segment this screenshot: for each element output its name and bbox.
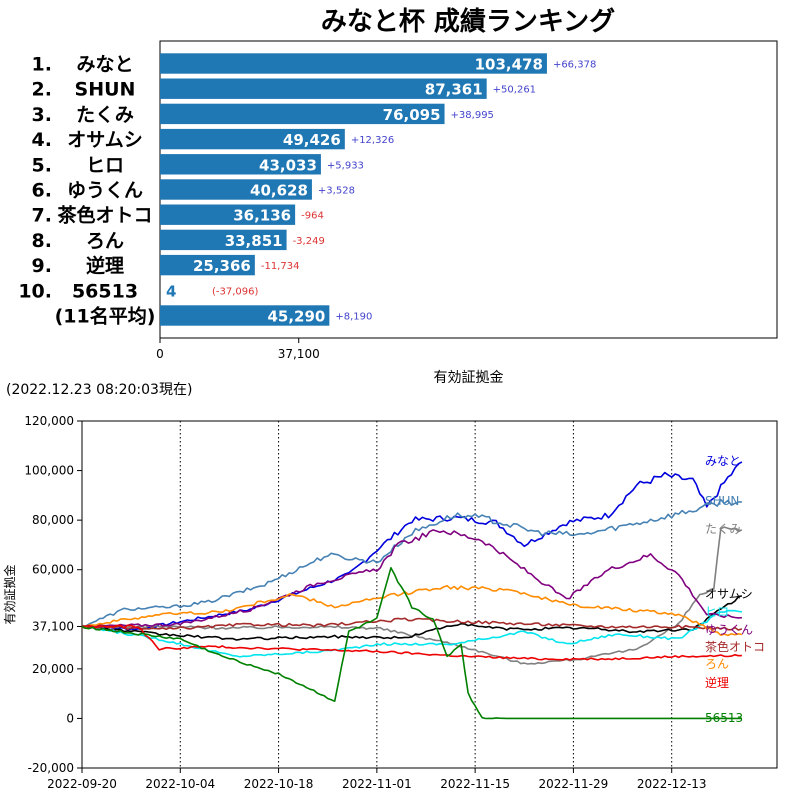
- line-y-tick-label: 37,100: [32, 619, 74, 633]
- bar: [160, 103, 445, 125]
- series-line: [82, 461, 743, 631]
- bar-delta-label: +8,190: [335, 312, 372, 323]
- line-y-tick-label: 20,000: [32, 662, 74, 676]
- bar-category-label: ろん: [86, 230, 124, 252]
- bar-delta-label: +12,326: [351, 135, 394, 146]
- bar-rank-label: 7.: [32, 205, 52, 227]
- series-end-label: SHUN: [705, 494, 739, 508]
- series-line: [81, 624, 742, 661]
- bar-value-label: 33,851: [225, 232, 283, 250]
- line-x-tick-label: 2022-11-29: [539, 777, 609, 791]
- bar-rank-label: 8.: [32, 230, 52, 252]
- bar-rank-label: 1.: [32, 54, 52, 76]
- bar-rank-label: 3.: [32, 104, 52, 126]
- bar: [160, 128, 345, 150]
- bar-category-label: オサムシ: [67, 129, 143, 151]
- series-line: [81, 617, 743, 631]
- bar-value-label: 25,366: [193, 257, 251, 275]
- bar-value-label: 103,478: [475, 56, 543, 74]
- bar-category-label: (11名平均): [55, 305, 156, 328]
- line-y-tick-label: 80,000: [32, 513, 74, 527]
- bar: [160, 53, 547, 74]
- bar-x-tick-label: 0: [156, 347, 164, 361]
- series-end-label: 逆理: [705, 675, 729, 690]
- bar-delta-label: +50,261: [493, 85, 536, 96]
- series-end-label: 茶色オトコ: [705, 639, 765, 654]
- bar-category-label: 茶色オトコ: [57, 204, 152, 227]
- bar-category-label: ゆうくん: [67, 180, 143, 202]
- series-line: [81, 529, 742, 629]
- bar-value-label: 4: [166, 282, 176, 300]
- bar-delta-label: +38,995: [451, 110, 494, 121]
- line-x-tick-label: 2022-11-15: [440, 777, 510, 791]
- bar-delta-label: -964: [301, 211, 324, 222]
- timestamp: (2022.12.23 08:20:03現在): [6, 382, 192, 398]
- line-y-tick-label: -20,000: [28, 761, 74, 775]
- bar-delta-label: -11,734: [261, 261, 300, 272]
- bar-rank-label: 9.: [32, 255, 52, 277]
- bar-category-label: 56513: [72, 280, 138, 302]
- line-y-tick-label: 100,000: [24, 464, 74, 478]
- bar: [160, 204, 296, 225]
- bar-x-tick-label: 37,100: [278, 347, 320, 361]
- line-y-axis-label: 有効証拠金: [2, 564, 17, 624]
- bar: [160, 179, 312, 200]
- chart-title: みなと杯 成績ランキング: [321, 7, 615, 37]
- series-end-label: みなと: [705, 454, 741, 468]
- bar-rank-label: 6.: [32, 180, 52, 202]
- bar-category-label: たくみ: [76, 104, 134, 126]
- bar-value-label: 43,033: [259, 156, 317, 174]
- bar: [160, 154, 321, 175]
- bar-value-label: 87,361: [425, 81, 483, 99]
- bar-delta-label: +66,378: [553, 60, 596, 71]
- bar: [160, 229, 287, 251]
- line-y-tick-label: 60,000: [32, 563, 74, 577]
- series-end-label: ヒロ: [705, 605, 729, 619]
- line-x-tick-label: 2022-10-04: [145, 777, 215, 791]
- bar-category-label: SHUN: [75, 79, 136, 101]
- bar-value-label: 40,628: [250, 182, 308, 200]
- bar-delta-label: +3,528: [318, 186, 355, 197]
- series-end-label: ゆうくん: [705, 623, 753, 637]
- series-end-label: たくみ: [705, 522, 741, 536]
- bar-value-label: 49,426: [283, 131, 341, 149]
- series-line: [81, 595, 743, 641]
- bar-rank-label: 5.: [32, 154, 52, 176]
- line-x-tick-label: 2022-10-18: [244, 777, 314, 791]
- bar-rank-label: 4.: [32, 129, 52, 151]
- line-x-tick-label: 2022-11-01: [342, 777, 412, 791]
- series-line: [81, 567, 742, 720]
- series-line: [81, 584, 743, 637]
- series-end-label: 56513: [705, 711, 743, 725]
- bar-value-label: 76,095: [383, 106, 441, 124]
- series-line: [81, 498, 742, 628]
- line-y-tick-label: 0: [66, 711, 74, 725]
- bar-delta-label: (-37,096): [212, 286, 259, 297]
- bar-value-label: 36,136: [233, 207, 291, 225]
- bar: [160, 254, 255, 276]
- bar-value-label: 45,290: [267, 308, 325, 326]
- series-end-label: ろん: [705, 657, 729, 671]
- bar: [160, 78, 487, 99]
- bar-category-label: 逆理: [86, 254, 124, 277]
- series-end-label: オサムシ: [705, 587, 753, 601]
- bar-delta-label: +5,933: [327, 160, 364, 171]
- line-chart: -20,000 0 20,000 37,100 60,000 80,000 100,000 1…: [2, 414, 778, 791]
- line-plot-frame: [81, 420, 778, 769]
- bar-rank-label: 10.: [18, 280, 52, 302]
- bar-category-label: みなと: [76, 54, 133, 76]
- line-x-tick-label: 2022-09-20: [47, 777, 117, 791]
- line-x-tick-label: 2022-12-13: [637, 777, 707, 791]
- bar-x-axis-label: 有効証拠金: [434, 370, 504, 386]
- bar-chart: 1. みなと 103,478 +66,378 2. SHUN 87,361 +50,261 3.…: [18, 40, 778, 386]
- bar-delta-label: -3,249: [293, 236, 325, 247]
- bar-rank-label: 2.: [32, 79, 52, 101]
- line-y-tick-label: 120,000: [24, 414, 74, 428]
- bar: [160, 305, 330, 326]
- bar-category-label: ヒロ: [86, 154, 124, 176]
